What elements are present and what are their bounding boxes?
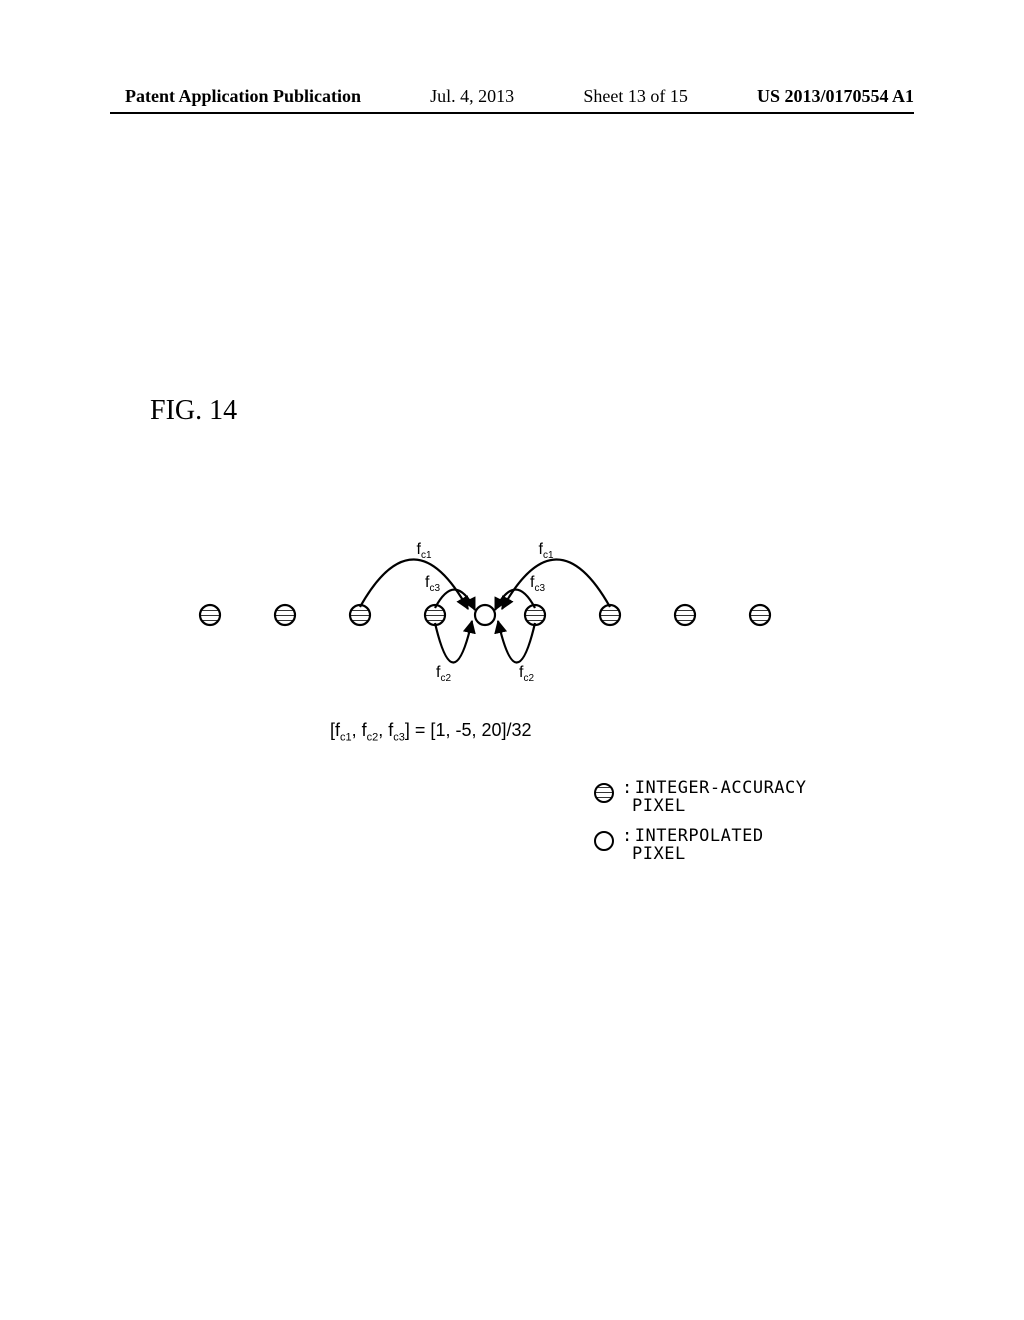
- integer-pixel: [675, 605, 695, 625]
- filter-tap-arc: [498, 621, 535, 663]
- header-rule: [110, 112, 914, 114]
- legend-integer-label1: INTEGER-ACCURACY: [622, 778, 807, 798]
- integer-pixel: [600, 605, 620, 625]
- integer-pixel: [750, 605, 770, 625]
- filter-tap-arc: [502, 559, 610, 609]
- integer-pixel: [275, 605, 295, 625]
- integer-pixel: [200, 605, 220, 625]
- legend-integer-pixel: INTEGER-ACCURACY PIXEL: [590, 780, 807, 816]
- page-header: Patent Application Publication Jul. 4, 2…: [0, 86, 1024, 107]
- integer-pixel: [525, 605, 545, 625]
- arc-label: fc2: [519, 664, 534, 684]
- legend-integer-label2: PIXEL: [622, 796, 686, 816]
- legend-interp-label2: PIXEL: [622, 844, 686, 864]
- interpolated-pixel-icon: [590, 828, 618, 852]
- integer-pixel: [350, 605, 370, 625]
- interpolated-pixel: [475, 605, 495, 625]
- legend-interpolated-pixel: INTERPOLATED PIXEL: [590, 828, 807, 864]
- arc-label: fc3: [530, 574, 545, 594]
- publication-label: Patent Application Publication: [125, 86, 361, 107]
- arc-label: fc1: [416, 541, 431, 561]
- filter-tap-arc: [360, 559, 468, 609]
- figure-label: FIG. 14: [150, 395, 237, 427]
- arc-label: fc1: [538, 541, 553, 561]
- patent-number: US 2013/0170554 A1: [757, 86, 914, 107]
- arc-label: fc2: [436, 664, 451, 684]
- interpolation-filter-diagram: fc1 fc1 fc3 fc3 fc2 fc2: [150, 470, 870, 730]
- legend-interp-label1: INTERPOLATED: [622, 826, 764, 846]
- publication-date: Jul. 4, 2013: [430, 86, 514, 107]
- sheet-number: Sheet 13 of 15: [583, 86, 687, 107]
- arc-label: fc3: [425, 574, 440, 594]
- legend: INTEGER-ACCURACY PIXEL INTERPOLATED PIXE…: [590, 780, 807, 875]
- integer-pixel-icon: [590, 780, 618, 804]
- filter-coefficients-formula: [fc1, fc2, fc3] = [1, -5, 20]/32: [330, 720, 532, 744]
- filter-tap-arc: [435, 621, 472, 663]
- integer-pixel: [425, 605, 445, 625]
